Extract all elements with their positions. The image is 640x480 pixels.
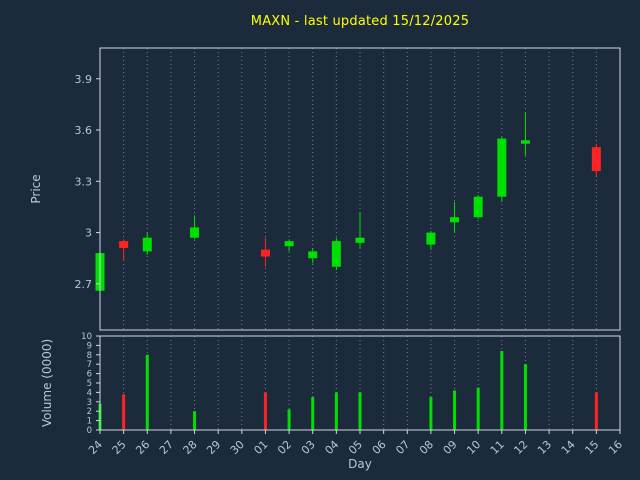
svg-text:06: 06 bbox=[370, 438, 389, 457]
svg-text:6: 6 bbox=[87, 370, 92, 380]
svg-text:3: 3 bbox=[85, 227, 92, 240]
svg-text:16: 16 bbox=[606, 438, 625, 457]
svg-text:3: 3 bbox=[87, 398, 92, 408]
svg-text:29: 29 bbox=[204, 438, 223, 457]
svg-text:9: 9 bbox=[87, 341, 92, 351]
svg-text:14: 14 bbox=[559, 438, 578, 457]
chart-title: MAXN - last updated 15/12/2025 bbox=[250, 14, 470, 29]
svg-text:0: 0 bbox=[87, 426, 92, 436]
svg-text:30: 30 bbox=[228, 438, 247, 457]
svg-text:25: 25 bbox=[110, 438, 129, 457]
svg-text:02: 02 bbox=[275, 438, 294, 457]
svg-text:05: 05 bbox=[346, 438, 365, 457]
svg-text:24: 24 bbox=[86, 438, 105, 457]
svg-text:7: 7 bbox=[87, 360, 92, 370]
svg-text:03: 03 bbox=[299, 438, 318, 457]
svg-text:4: 4 bbox=[87, 388, 92, 398]
svg-text:1: 1 bbox=[87, 417, 92, 427]
svg-text:2.7: 2.7 bbox=[75, 278, 93, 291]
svg-text:26: 26 bbox=[133, 438, 152, 457]
svg-text:15: 15 bbox=[582, 438, 601, 457]
svg-text:04: 04 bbox=[322, 438, 341, 457]
svg-text:3.3: 3.3 bbox=[75, 175, 93, 188]
svg-text:2: 2 bbox=[87, 407, 92, 417]
svg-text:13: 13 bbox=[535, 438, 554, 457]
svg-text:10: 10 bbox=[464, 438, 483, 457]
svg-text:09: 09 bbox=[441, 438, 460, 457]
svg-text:11: 11 bbox=[488, 438, 507, 457]
svg-text:3.6: 3.6 bbox=[75, 124, 93, 137]
svg-text:07: 07 bbox=[393, 438, 412, 457]
svg-text:10: 10 bbox=[81, 332, 92, 342]
svg-text:3.9: 3.9 bbox=[75, 73, 93, 86]
x-axis-label: Day bbox=[348, 457, 372, 471]
svg-text:08: 08 bbox=[417, 438, 436, 457]
svg-text:28: 28 bbox=[181, 438, 200, 457]
svg-text:12: 12 bbox=[511, 438, 530, 457]
svg-text:01: 01 bbox=[251, 438, 270, 457]
svg-text:27: 27 bbox=[157, 438, 176, 457]
svg-text:5: 5 bbox=[87, 379, 92, 389]
svg-text:8: 8 bbox=[87, 351, 92, 361]
